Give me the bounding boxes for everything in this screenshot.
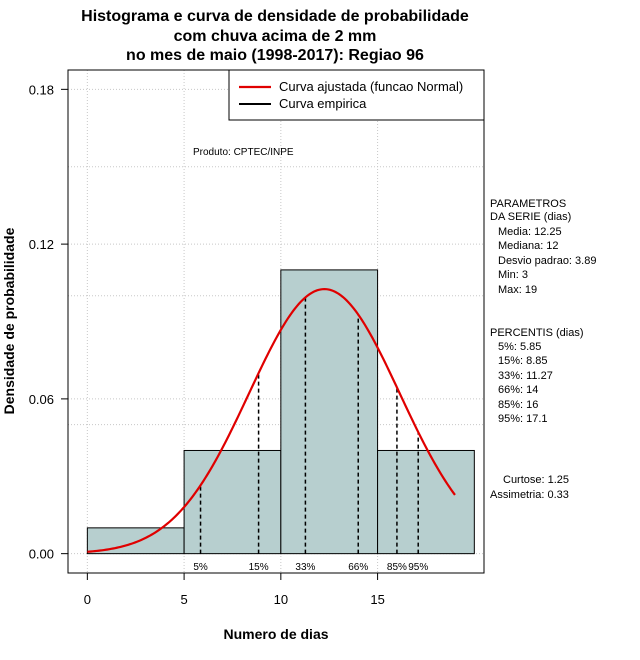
y-tick-label: 0.00 bbox=[29, 547, 54, 562]
params-header-1: PARAMETROS bbox=[490, 198, 566, 210]
percentile-label: 15% bbox=[249, 562, 269, 573]
product-annotation: Produto: CPTEC/INPE bbox=[193, 147, 294, 158]
percentile-label: 5% bbox=[193, 562, 208, 573]
x-axis-title: Numero de dias bbox=[223, 626, 328, 642]
percentil-5: 5%: 5.85 bbox=[498, 341, 541, 353]
percentil-95: 95%: 17.1 bbox=[498, 413, 548, 425]
histogram-bars bbox=[86, 269, 475, 555]
percentile-lines: 5% 15% 33% 66% 85% 95% bbox=[193, 297, 428, 573]
chart-title-line-2: com chuva acima de 2 mm bbox=[174, 28, 377, 45]
legend-label-normal: Curva ajustada (funcao Normal) bbox=[279, 79, 463, 94]
percentile-label: 66% bbox=[348, 562, 368, 573]
param-media: Media: 12.25 bbox=[498, 226, 562, 238]
param-desvio: Desvio padrao: 3.89 bbox=[498, 255, 596, 267]
param-mediana: Mediana: 12 bbox=[498, 240, 559, 252]
legend-box bbox=[228, 69, 485, 121]
normal-curve bbox=[87, 288, 456, 553]
percentil-66: 66%: 14 bbox=[498, 384, 538, 396]
histogram-bar bbox=[280, 269, 379, 555]
percentis-header: PERCENTIS (dias) bbox=[490, 327, 584, 339]
percentile-label: 33% bbox=[295, 562, 315, 573]
y-tick-label: 0.12 bbox=[29, 237, 54, 252]
curtose: Curtose: 1.25 bbox=[503, 474, 569, 486]
params-header-2: DA SERIE (dias) bbox=[490, 211, 571, 223]
histogram-bar bbox=[183, 449, 282, 555]
axis-ticks: 0 5 10 15 0.00 0.06 0.12 0.18 bbox=[29, 82, 385, 607]
histogram-bar bbox=[377, 449, 475, 555]
side-panel: PARAMETROS DA SERIE (dias) Media: 12.25 … bbox=[490, 198, 596, 501]
x-tick-label: 5 bbox=[180, 592, 187, 607]
assimetria: Assimetria: 0.33 bbox=[490, 489, 569, 501]
param-min: Min: 3 bbox=[498, 269, 528, 281]
param-max: Max: 19 bbox=[498, 284, 537, 296]
y-tick-label: 0.06 bbox=[29, 392, 54, 407]
chart-title-line-1: Histograma e curva de densidade de proba… bbox=[81, 8, 469, 25]
percentil-85: 85%: 16 bbox=[498, 399, 538, 411]
y-axis-title: Densidade de probabilidade bbox=[1, 227, 17, 414]
legend: Curva ajustada (funcao Normal) Curva emp… bbox=[228, 69, 485, 121]
percentil-33: 33%: 11.27 bbox=[498, 370, 553, 382]
x-tick-label: 10 bbox=[274, 592, 288, 607]
x-tick-label: 0 bbox=[84, 592, 91, 607]
percentile-label: 95% bbox=[408, 562, 428, 573]
x-tick-label: 15 bbox=[370, 592, 384, 607]
y-tick-label: 0.18 bbox=[29, 82, 54, 97]
legend-label-empirical: Curva empirica bbox=[279, 96, 367, 111]
percentile-label: 85% bbox=[387, 562, 407, 573]
percentil-15: 15%: 8.85 bbox=[498, 355, 548, 367]
chart-title-line-3: no mes de maio (1998-2017): Regiao 96 bbox=[126, 47, 424, 64]
density-curves bbox=[87, 288, 456, 553]
